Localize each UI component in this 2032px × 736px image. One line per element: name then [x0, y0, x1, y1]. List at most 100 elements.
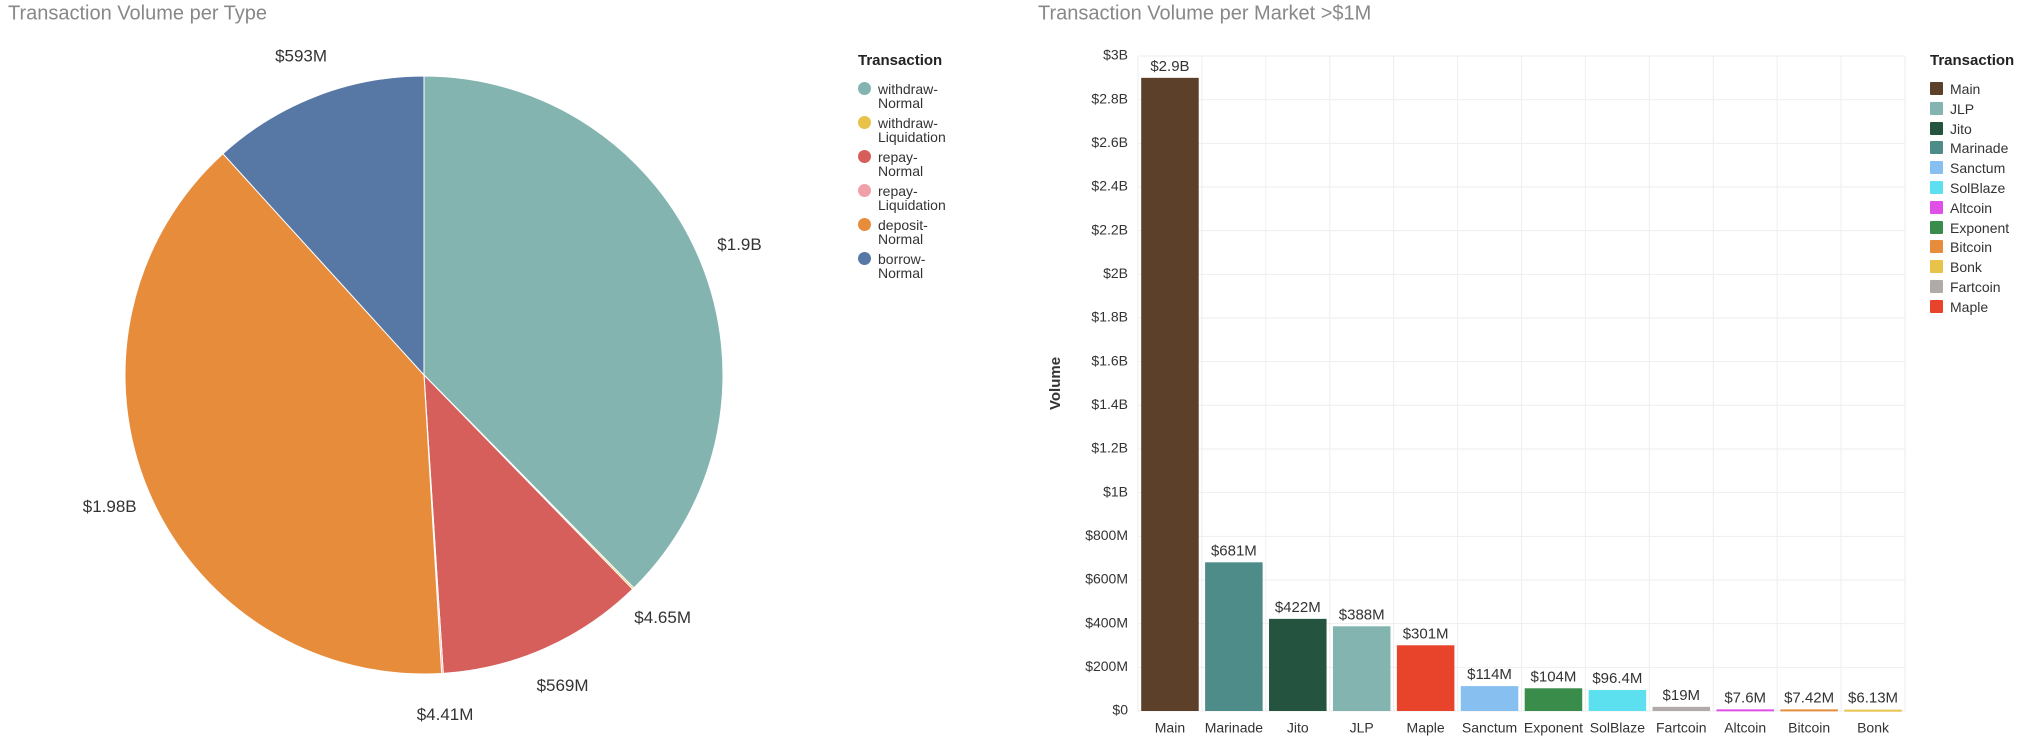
legend-label: SolBlaze [1950, 180, 2006, 196]
data-label: $96.4M [1592, 670, 1642, 687]
bar [1460, 686, 1519, 711]
data-label: $4.41M [417, 705, 474, 724]
legend-swatch [1930, 220, 1943, 234]
legend-swatch [858, 116, 871, 129]
y-tick-label: $2.4B [1091, 178, 1128, 194]
data-label: $7.6M [1724, 689, 1766, 706]
x-tick-label: Fartcoin [1656, 720, 1707, 736]
legend-swatch [1930, 101, 1943, 115]
legend-swatch [1930, 200, 1943, 214]
y-tick-label: $2.2B [1091, 221, 1128, 237]
legend-swatch [1930, 240, 1943, 254]
data-label: $2.9B [1150, 58, 1189, 75]
bar [1652, 706, 1711, 711]
data-label: $422M [1275, 599, 1321, 616]
bar-title: Transaction Volume per Market >$1M [1038, 3, 1371, 25]
legend-label: withdraw-Normal [878, 81, 938, 111]
legend-label: Altcoin [1950, 199, 1993, 216]
data-label: $4.65M [634, 608, 691, 627]
bar [1332, 626, 1391, 711]
pie-slice [423, 373, 634, 674]
data-label: $104M [1531, 668, 1577, 685]
legend-label: Bitcoin [1950, 239, 1993, 256]
data-label: $681M [1211, 542, 1257, 559]
bar [1716, 709, 1774, 712]
pie-slice [124, 153, 443, 675]
legend-label: Jito [1950, 120, 1972, 137]
bar [1396, 645, 1455, 711]
pie-legend-title: Transaction [858, 52, 943, 69]
y-tick-label: $1.8B [1091, 309, 1128, 325]
x-tick-label: Jito [1287, 720, 1309, 736]
pie-slice [222, 75, 425, 377]
legend-swatch [1930, 181, 1943, 194]
legend-label: Bonk [1950, 259, 1982, 276]
y-tick-label: $2B [1103, 265, 1128, 281]
legend-swatch [1930, 260, 1943, 274]
x-tick-label: Altcoin [1724, 720, 1766, 736]
x-tick-label: Bonk [1857, 720, 1890, 736]
y-tick-label: $1.2B [1091, 440, 1128, 456]
bar-legend-title: Transaction [1930, 52, 2015, 69]
legend-swatch [858, 252, 871, 265]
legend-swatch [858, 82, 871, 95]
y-tick-label: $0 [1112, 702, 1128, 718]
bar [1141, 77, 1199, 712]
legend-label: Exponent [1950, 219, 2010, 236]
bar [1844, 709, 1902, 712]
bar [1205, 562, 1263, 711]
y-tick-label: $2.6B [1091, 134, 1128, 150]
x-tick-label: Marinade [1205, 720, 1264, 736]
legend-swatch [1930, 121, 1943, 135]
y-axis-label: Volume [1047, 357, 1064, 410]
y-tick-label: $400M [1085, 614, 1128, 630]
data-label: $388M [1339, 606, 1385, 623]
data-label: $1.9B [717, 235, 761, 254]
data-label: $19M [1663, 687, 1701, 704]
legend-label: Sanctum [1950, 160, 2006, 177]
y-tick-label: $1B [1103, 483, 1128, 499]
legend-label: Maple [1950, 298, 1989, 315]
data-label: $114M [1467, 666, 1512, 683]
legend-label: repay-Liquidation [878, 183, 946, 213]
x-tick-label: JLP [1350, 720, 1374, 736]
bar [1588, 689, 1647, 711]
data-label: $593M [275, 46, 327, 65]
x-tick-label: Bitcoin [1788, 720, 1830, 736]
y-tick-label: $800M [1085, 527, 1128, 543]
x-tick-label: Main [1155, 720, 1185, 736]
legend-label: Marinade [1950, 140, 2009, 157]
data-label: $301M [1403, 625, 1449, 642]
y-tick-label: $1.6B [1091, 352, 1128, 368]
y-tick-label: $2.8B [1091, 90, 1128, 106]
bar [1269, 618, 1327, 711]
legend-swatch [1930, 299, 1943, 313]
pie-slice [423, 75, 724, 589]
x-tick-label: Sanctum [1462, 720, 1517, 736]
legend-label: repay-Normal [878, 149, 924, 179]
x-tick-label: Maple [1407, 720, 1445, 736]
legend-swatch [1930, 141, 1943, 155]
y-tick-label: $3B [1103, 47, 1128, 63]
legend-label: Main [1950, 81, 1981, 97]
legend-label: withdraw-Liquidation [878, 115, 946, 145]
data-label: $1.98B [83, 497, 137, 516]
y-tick-label: $600M [1085, 571, 1128, 587]
data-label: $6.13M [1848, 690, 1898, 707]
x-tick-label: SolBlaze [1590, 720, 1645, 736]
legend-label: JLP [1950, 100, 1975, 117]
legend-swatch [1930, 280, 1943, 293]
legend-swatch [858, 218, 871, 231]
legend-swatch [858, 184, 871, 197]
legend-swatch [1930, 161, 1943, 175]
legend-label: borrow-Normal [878, 251, 926, 281]
x-tick-label: Exponent [1524, 720, 1583, 736]
data-label: $7.42M [1784, 689, 1834, 706]
legend-label: Fartcoin [1950, 279, 2001, 295]
legend-swatch [858, 150, 871, 163]
pie-title: Transaction Volume per Type [8, 3, 267, 25]
bar [1780, 709, 1838, 712]
y-tick-label: $1.4B [1091, 396, 1128, 412]
